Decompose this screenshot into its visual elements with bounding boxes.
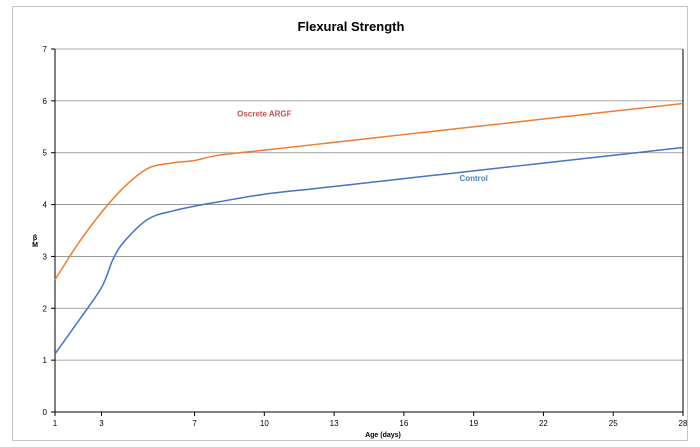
y-tick-label: 6 [43,97,48,106]
y-tick-label: 5 [43,149,48,158]
series-line-control [54,146,684,355]
x-tick-label: 3 [99,419,104,428]
series-labels: Oscrete ARGF Control [237,109,488,183]
x-tick-label: 10 [260,419,269,428]
y-axis-label-line-2: M [32,242,38,249]
x-tick-label: 25 [609,419,618,428]
chart-title: Flexural Strength [298,19,405,34]
x-tick-label: 16 [399,419,408,428]
x-tick-label: 13 [330,419,339,428]
grid-lines [55,48,683,361]
y-tick-label: 1 [43,356,48,365]
x-tick-label: 28 [679,419,688,428]
series-line-oscrete-argf [54,102,684,281]
y-axis-label-line-1: β [33,235,38,242]
axes [51,48,684,416]
series-label-control: Control [459,174,487,183]
y-tick-label: 2 [43,304,48,313]
y-tick-label: 3 [43,252,48,261]
x-tick-label: 7 [192,419,197,428]
x-tick-label: 19 [469,419,478,428]
chart-frame: Flexural Strength 0 1 2 3 4 5 6 7 1 3 7 10 13 16 19 22 2… [12,6,688,441]
x-tick-label: 22 [539,419,548,428]
x-axis-label: Age (days) [365,432,401,439]
y-tick-label: 4 [43,201,48,210]
y-tick-label: 0 [43,408,48,417]
series-label-oscrete-argf: Oscrete ARGF [237,109,292,118]
y-tick-label: 7 [43,45,48,54]
x-tick-label: 1 [53,419,58,428]
series-lines [54,102,684,355]
